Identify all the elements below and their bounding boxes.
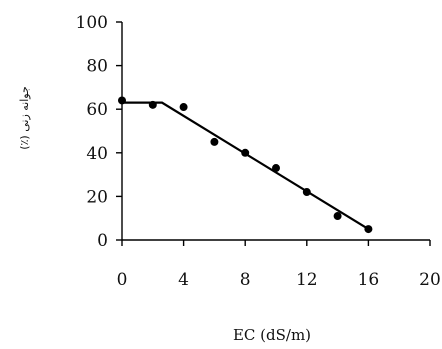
- data-point: [241, 148, 250, 157]
- data-point: [179, 103, 188, 112]
- y-tick-label: 0: [97, 231, 108, 251]
- axes: [121, 22, 430, 241]
- x-axis-title: EC (dS/m): [233, 326, 311, 344]
- data-point: [118, 96, 126, 105]
- y-tick-label: 100: [76, 13, 108, 33]
- x-tick-label: 12: [296, 270, 318, 290]
- y-tick-label: 40: [86, 144, 108, 164]
- x-tick-label: 16: [358, 270, 380, 290]
- x-tick-label: 8: [240, 270, 251, 290]
- x-axis-ticks: 0 4 8 12 16 20: [117, 240, 441, 290]
- y-tick-label: 80: [86, 57, 108, 77]
- plot-area: [118, 96, 373, 234]
- data-point: [272, 164, 280, 173]
- data-point: [302, 188, 311, 197]
- data-point: [148, 100, 157, 109]
- x-tick-label: 4: [178, 270, 189, 290]
- y-tick-label: 20: [86, 187, 108, 207]
- y-axis-ticks: 0 20 40 60 80 100: [76, 13, 122, 251]
- x-tick-label: 0: [117, 270, 128, 290]
- fitted-line: [122, 101, 369, 231]
- y-axis-title: جوانه زنی (٪): [18, 86, 31, 150]
- data-point: [210, 137, 219, 146]
- data-point: [333, 212, 342, 221]
- data-point: [364, 225, 373, 234]
- x-tick-label: 20: [419, 270, 441, 290]
- y-tick-label: 60: [86, 100, 108, 120]
